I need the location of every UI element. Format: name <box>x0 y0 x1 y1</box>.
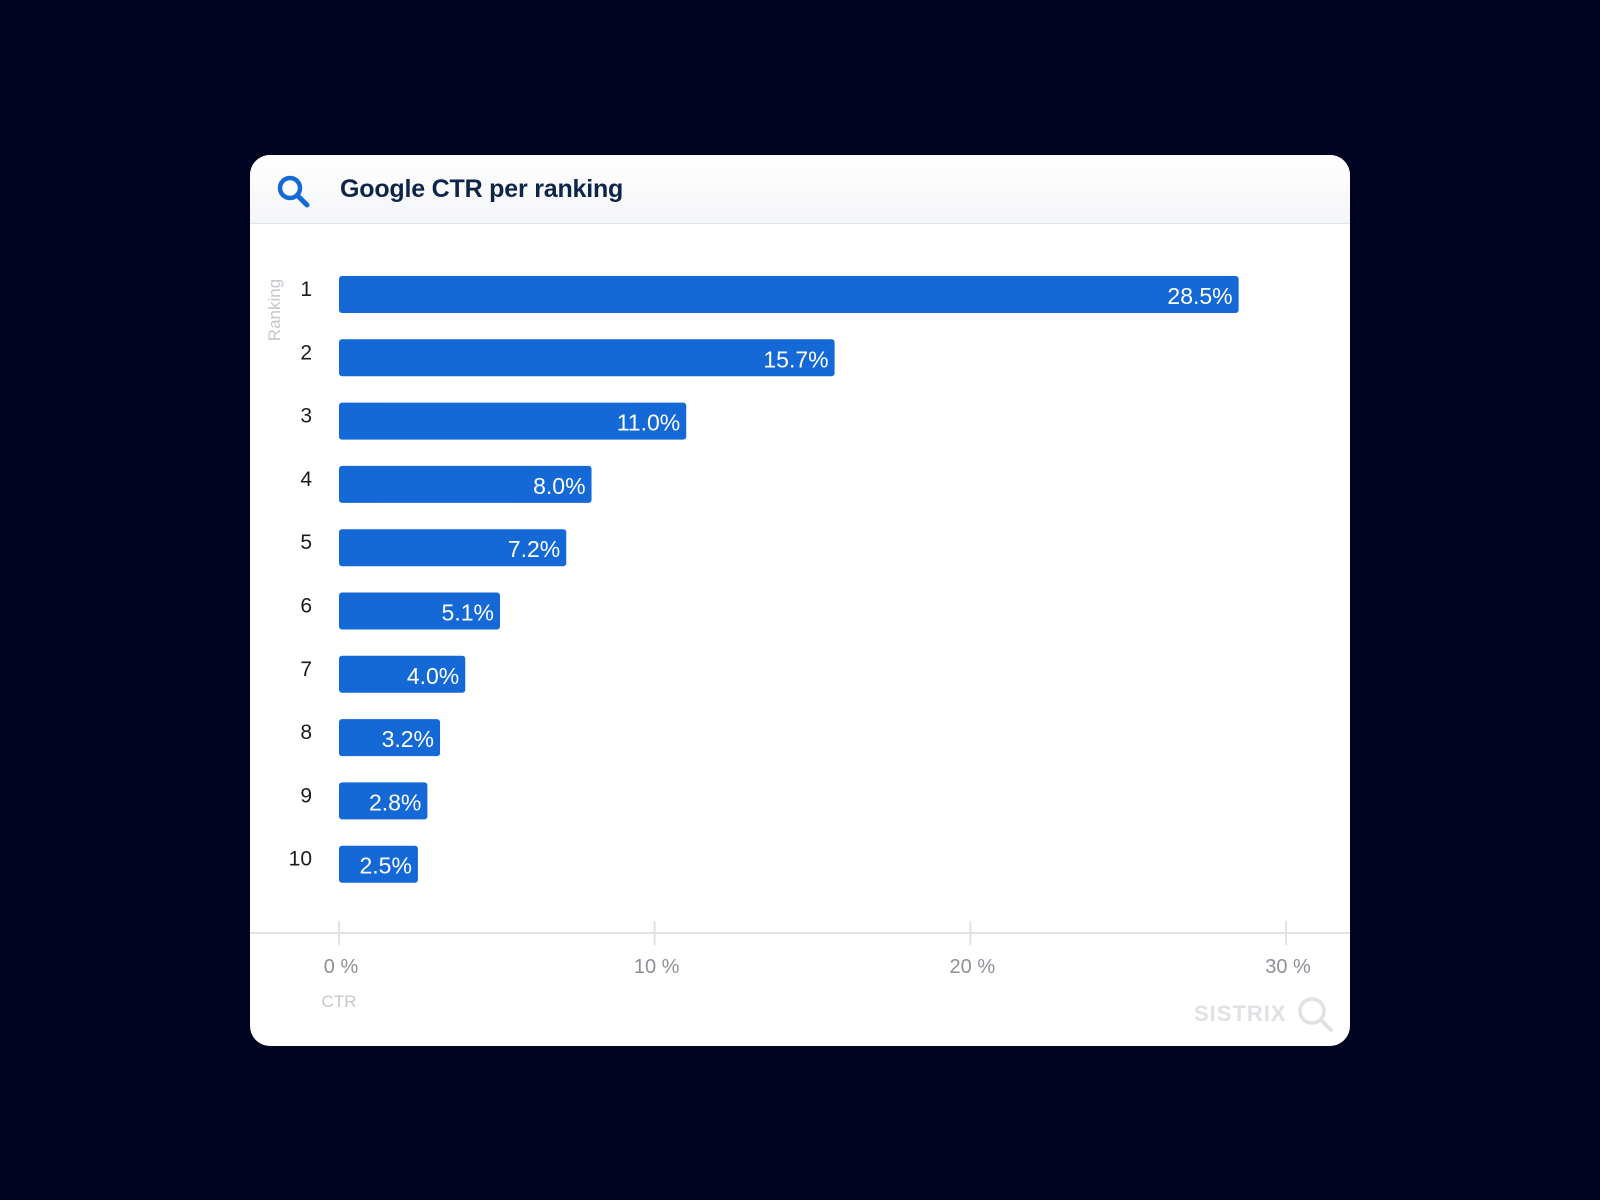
bar <box>339 845 418 883</box>
card-header: Google CTR per ranking <box>250 155 1350 224</box>
search-icon <box>277 175 310 208</box>
bar <box>339 465 592 503</box>
bar-value-label: 4.0% <box>407 663 459 689</box>
bar <box>339 529 567 567</box>
bar-value-label: 8.0% <box>533 473 585 499</box>
x-tick-label: 20 % <box>950 956 996 978</box>
bar <box>339 402 687 440</box>
bar <box>339 782 428 820</box>
y-tick-label: 3 <box>300 405 312 428</box>
bar-value-label: 5.1% <box>442 600 494 626</box>
bar <box>339 276 1239 313</box>
brand-name: SISTRIX <box>1194 1001 1287 1026</box>
bar-value-label: 15.7% <box>763 346 828 372</box>
chart-card: Google CTR per ranking Ranking 1 28.5% 2 15.… <box>250 155 1350 1046</box>
y-tick-label: 10 <box>289 848 312 871</box>
bar-chart: Ranking 1 28.5% 2 15.7% 3 11.0% 4 8.0% 5 7.2% 6 5.1%… <box>250 276 1350 1011</box>
chart-title: Google CTR per ranking <box>340 175 624 203</box>
x-tick-label: 30 % <box>1265 956 1311 978</box>
bar-value-label: 28.5% <box>1167 283 1232 309</box>
bar-value-label: 2.5% <box>359 853 411 879</box>
x-tick-label: 10 % <box>634 956 680 978</box>
y-tick-label: 7 <box>300 658 312 681</box>
y-tick-label: 9 <box>300 784 312 807</box>
bar <box>339 719 441 757</box>
y-tick-label: 8 <box>300 721 312 744</box>
bar-value-label: 2.8% <box>369 789 421 815</box>
bar-value-label: 11.0% <box>617 410 681 436</box>
y-tick-label: 1 <box>300 278 312 301</box>
x-axis-title: CTR <box>322 992 357 1011</box>
y-tick-label: 5 <box>300 531 312 554</box>
bar <box>339 655 466 693</box>
bar-value-label: 3.2% <box>382 726 434 752</box>
y-tick-label: 4 <box>300 468 312 491</box>
bar-value-label: 7.2% <box>508 536 560 562</box>
y-axis-title: Ranking <box>265 279 284 341</box>
y-tick-label: 2 <box>300 341 312 364</box>
x-tick-label: 0 % <box>324 956 359 978</box>
bar <box>339 592 500 630</box>
bar <box>339 339 835 377</box>
magnifier-icon <box>1298 997 1333 1032</box>
y-tick-label: 6 <box>300 595 312 618</box>
